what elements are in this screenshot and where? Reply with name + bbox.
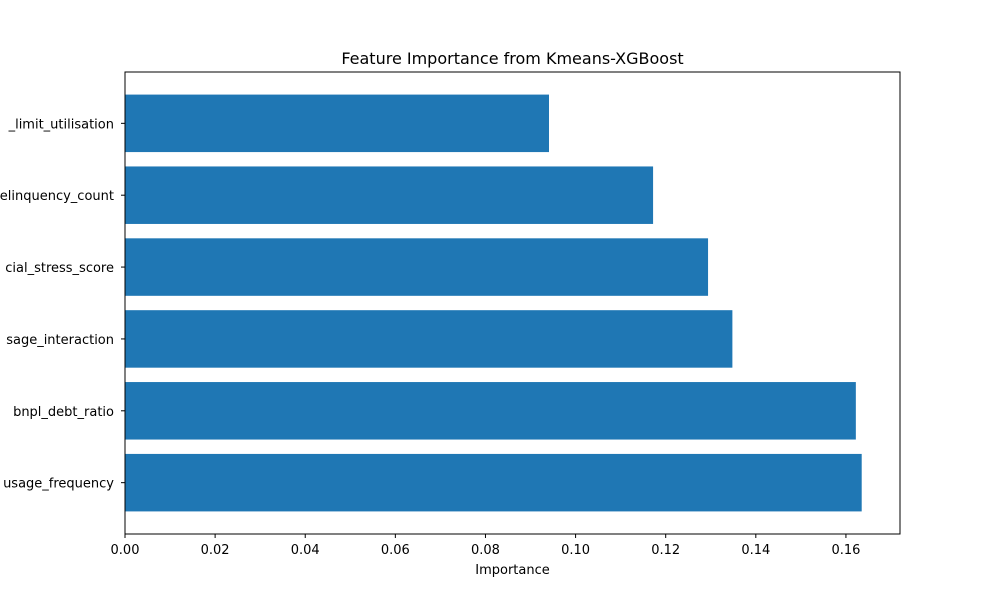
bar-sage_interaction xyxy=(125,310,733,368)
x-tick-label: 0.14 xyxy=(741,543,770,558)
x-tick-label: 0.16 xyxy=(831,543,860,558)
chart-title: Feature Importance from Kmeans-XGBoost xyxy=(341,49,683,68)
x-tick-label: 0.00 xyxy=(111,543,140,558)
x-tick-label: 0.04 xyxy=(291,543,320,558)
plot-frame xyxy=(124,71,901,535)
bar-elinquency_count xyxy=(125,166,654,224)
y-axis: usage_frequency bnpl_debt_ratio sage_inter… xyxy=(0,117,125,492)
bar-_limit_utilisation xyxy=(125,94,549,153)
x-tick-label: 0.02 xyxy=(201,543,230,558)
x-axis: 0.00 0.02 0.04 0.06 0.08 0.10 0.12 0.14 0.16 xyxy=(111,534,860,558)
bar-cial_stress_score xyxy=(125,238,709,296)
x-tick-label: 0.08 xyxy=(471,543,500,558)
y-tick-label: cial_stress_score xyxy=(5,261,114,276)
x-tick-label: 0.10 xyxy=(561,543,590,558)
x-tick-label: 0.06 xyxy=(381,543,410,558)
y-tick-label: sage_interaction xyxy=(6,333,114,348)
y-tick-label: _limit_utilisation xyxy=(8,117,114,132)
bar-usage_frequency xyxy=(125,453,862,512)
bars-group xyxy=(125,94,862,512)
y-tick-label: elinquency_count xyxy=(0,189,114,204)
x-tick-label: 0.12 xyxy=(651,543,680,558)
y-tick-label: usage_frequency xyxy=(3,477,114,492)
x-axis-label: Importance xyxy=(475,563,550,578)
bar-bnpl_debt_ratio xyxy=(125,382,856,440)
y-tick-label: bnpl_debt_ratio xyxy=(13,405,114,420)
